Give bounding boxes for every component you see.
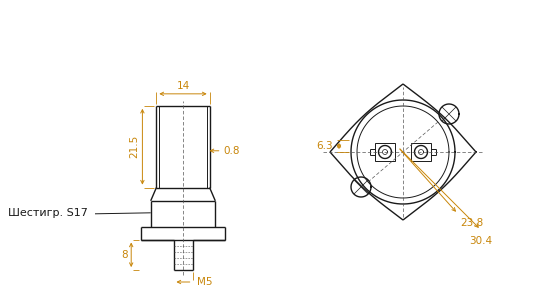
Text: 8: 8 [121, 250, 128, 260]
Text: 6.3: 6.3 [316, 141, 333, 151]
Text: Шестигр. S17: Шестигр. S17 [8, 208, 88, 218]
Text: 14: 14 [177, 81, 190, 91]
Text: 30.4: 30.4 [470, 236, 492, 246]
Text: M5: M5 [197, 277, 212, 287]
Text: 21.5: 21.5 [129, 135, 139, 158]
Bar [411, 143, 431, 161]
Text: 23.8: 23.8 [460, 218, 483, 228]
Text: 0.8: 0.8 [224, 146, 240, 156]
Bar [375, 143, 395, 161]
